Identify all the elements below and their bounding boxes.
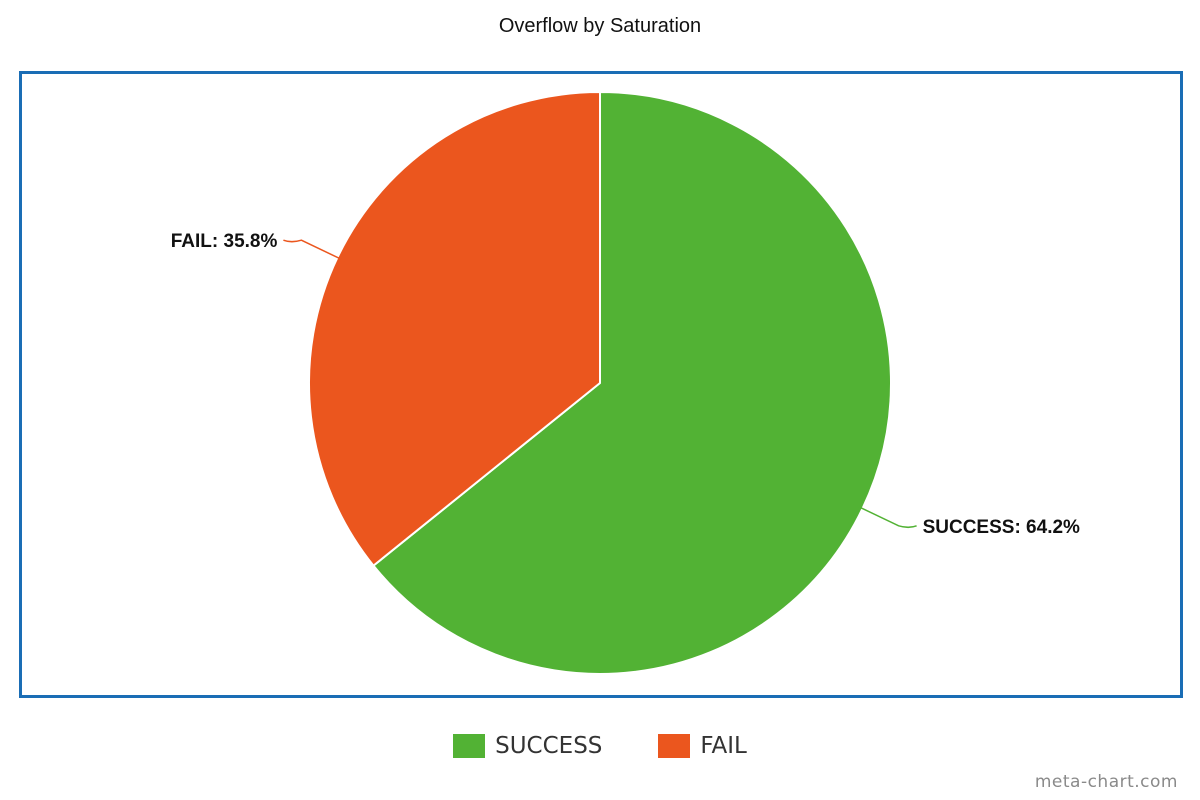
watermark: meta-chart.com — [1034, 772, 1178, 792]
pie-labels: SUCCESS: 64.2% FAIL: 35.8% — [171, 231, 1080, 538]
plot-frame — [19, 71, 1183, 698]
pie-slices — [308, 91, 892, 675]
connector-success — [853, 503, 917, 529]
slice-label-success: SUCCESS: 64.2% — [923, 517, 1080, 538]
legend-swatch-fail — [658, 734, 691, 758]
slice-label-fail: FAIL: 35.8% — [171, 231, 278, 252]
legend-label-success: SUCCESS — [495, 733, 603, 759]
legend-item-success[interactable]: SUCCESS — [453, 733, 602, 759]
legend-item-fail[interactable]: FAIL — [658, 733, 747, 759]
chart-title: Overflow by Saturation — [498, 15, 702, 37]
legend: SUCCESS FAIL — [0, 733, 1200, 759]
connector-fail — [283, 239, 347, 263]
legend-swatch-success — [453, 734, 486, 758]
legend-label-fail: FAIL — [700, 733, 747, 759]
